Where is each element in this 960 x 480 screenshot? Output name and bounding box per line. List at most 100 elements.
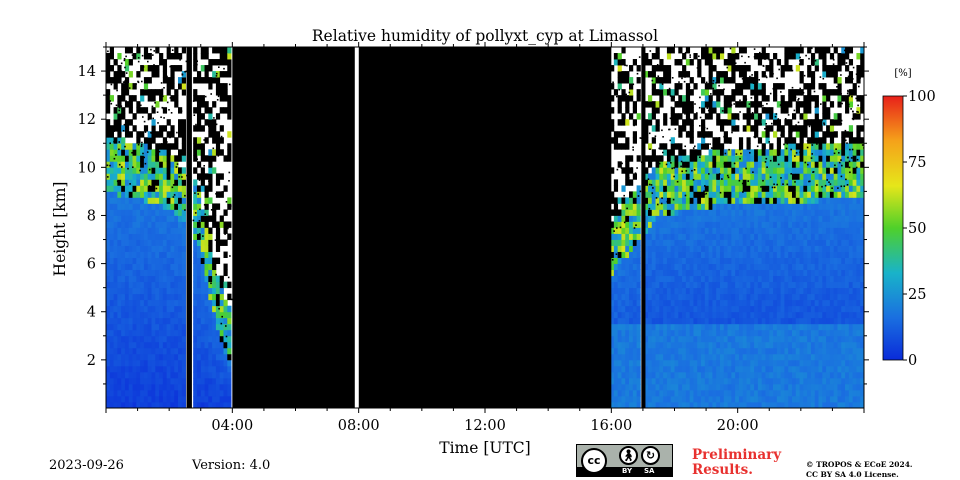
heatmap-cell	[810, 359, 816, 367]
heatmap-cell	[829, 269, 835, 277]
heatmap-cell	[663, 161, 668, 168]
heatmap-cell	[833, 389, 838, 397]
heatmap-cell	[215, 113, 221, 120]
heatmap-cell	[196, 395, 202, 403]
heatmap-cell	[181, 155, 186, 162]
heatmap-cell	[159, 341, 164, 349]
heatmap-cell	[814, 269, 819, 277]
heatmap-cell	[807, 215, 812, 222]
heatmap-cell	[128, 191, 133, 198]
heatmap-cell	[803, 341, 808, 349]
heatmap-cell	[674, 167, 679, 174]
heatmap-cell	[738, 311, 744, 319]
heatmap-cell	[204, 401, 209, 408]
heatmap-cell	[121, 107, 126, 114]
heatmap-cell	[644, 341, 649, 349]
heatmap-cell	[106, 191, 111, 198]
heatmap-cell	[140, 197, 145, 204]
heatmap-cell	[663, 335, 668, 343]
heatmap-cell	[136, 101, 141, 108]
noise-speck	[154, 102, 156, 104]
heatmap-cell	[697, 377, 702, 385]
heatmap-cell	[750, 89, 755, 96]
heatmap-cell	[159, 359, 164, 367]
heatmap-cell	[848, 263, 854, 271]
heatmap-cell	[140, 167, 145, 174]
heatmap-cell	[757, 209, 763, 216]
heatmap-cell	[625, 95, 630, 102]
heatmap-cell	[147, 257, 152, 264]
heatmap-cell	[117, 65, 122, 72]
heatmap-cell	[212, 215, 217, 222]
heatmap-cell	[712, 311, 717, 319]
heatmap-cell	[807, 197, 812, 204]
heatmap-cell	[791, 143, 797, 150]
heatmap-cell	[723, 191, 728, 198]
heatmap-cell	[735, 251, 740, 258]
heatmap-cell	[852, 203, 857, 210]
heatmap-cell	[860, 311, 864, 319]
heatmap-cell	[204, 47, 209, 54]
heatmap-cell	[136, 227, 141, 234]
heatmap-cell	[121, 83, 126, 90]
heatmap-cell	[765, 299, 770, 307]
heatmap-cell	[773, 191, 778, 198]
heatmap-cell	[140, 251, 145, 258]
heatmap-cell	[799, 155, 804, 162]
heatmap-cell	[799, 197, 804, 204]
heatmap-cell	[621, 251, 626, 258]
heatmap-cell	[647, 185, 653, 192]
heatmap-cell	[826, 209, 831, 216]
heatmap-cell	[837, 113, 842, 120]
heatmap-cell	[788, 305, 793, 313]
heatmap-cell	[708, 395, 713, 403]
heatmap-cell	[117, 365, 122, 373]
heatmap-cell	[670, 185, 675, 192]
heatmap-cell	[136, 287, 141, 295]
heatmap-cell	[708, 329, 713, 337]
heatmap-cell	[735, 113, 740, 120]
heatmap-cell	[723, 377, 728, 385]
heatmap-cell	[693, 377, 698, 385]
heatmap-cell	[666, 347, 672, 355]
heatmap-cell	[723, 233, 728, 240]
heatmap-cell	[791, 113, 797, 120]
heatmap-cell	[682, 209, 687, 216]
heatmap-cell	[852, 317, 857, 325]
heatmap-cell	[803, 335, 808, 343]
heatmap-cell	[761, 389, 766, 397]
heatmap-cell	[162, 353, 168, 361]
heatmap-cell	[776, 365, 782, 373]
heatmap-cell	[784, 143, 789, 150]
heatmap-cell	[716, 209, 721, 216]
heatmap-cell	[803, 209, 808, 216]
heatmap-cell	[136, 53, 141, 60]
heatmap-cell	[106, 275, 111, 283]
heatmap-cell	[109, 185, 114, 192]
heatmap-cell	[689, 149, 694, 156]
heatmap-cell	[852, 293, 857, 301]
heatmap-cell	[735, 269, 740, 277]
heatmap-cell	[193, 65, 198, 72]
heatmap-cell	[731, 257, 736, 264]
heatmap-cell	[716, 275, 721, 283]
heatmap-cell	[822, 323, 827, 331]
heatmap-cell	[693, 329, 698, 337]
heatmap-cell	[121, 287, 126, 295]
heatmap-cell	[757, 389, 763, 397]
heatmap-cell	[697, 353, 702, 361]
heatmap-cell	[757, 53, 763, 60]
heatmap-cell	[636, 305, 641, 313]
heatmap-cell	[147, 233, 152, 240]
heatmap-cell	[196, 173, 202, 180]
heatmap-cell	[716, 95, 721, 102]
heatmap-cell	[837, 341, 842, 349]
heatmap-cell	[769, 365, 774, 373]
heatmap-cell	[682, 281, 687, 289]
heatmap-cell	[136, 383, 141, 391]
heatmap-cell	[704, 101, 710, 108]
heatmap-cell	[742, 317, 747, 325]
heatmap-cell	[140, 305, 145, 313]
heatmap-cell	[208, 77, 213, 84]
heatmap-cell	[215, 143, 221, 150]
